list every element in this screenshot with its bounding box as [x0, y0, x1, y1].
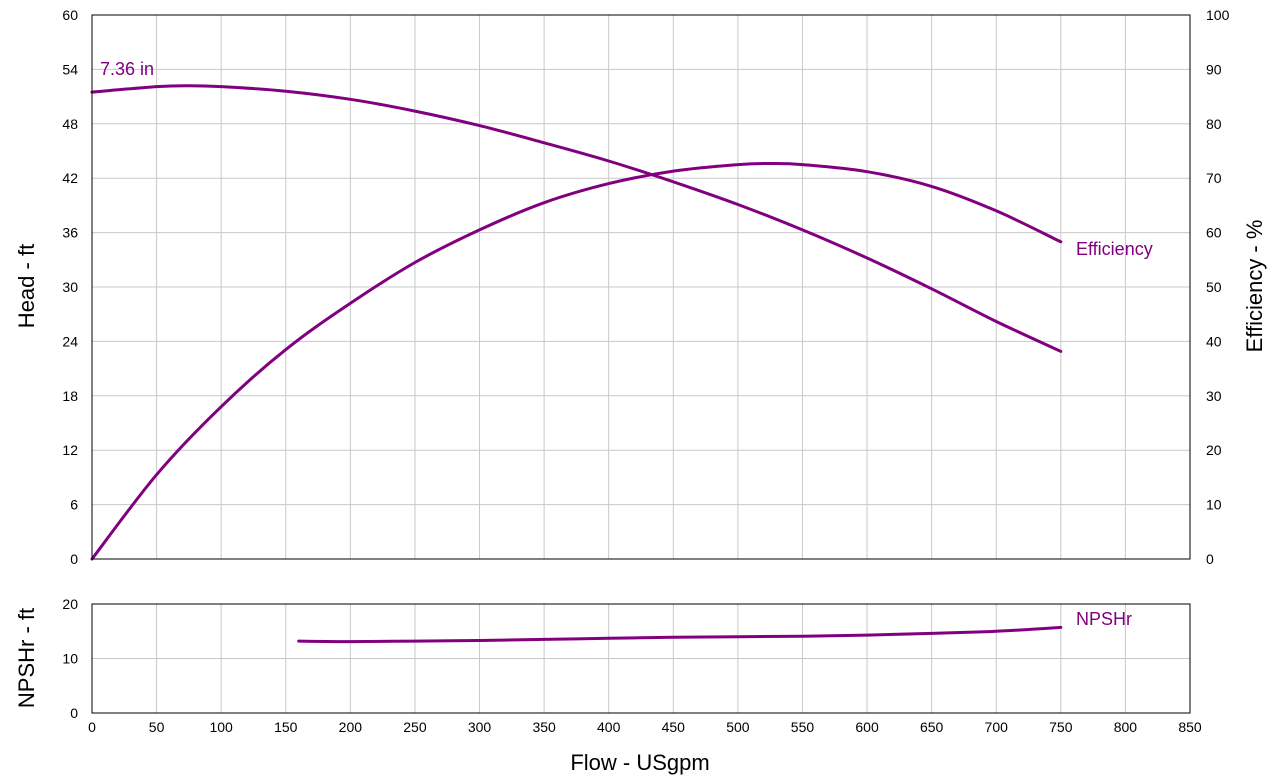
- npshr-curve: [297, 625, 1063, 644]
- npshr-grid: [92, 604, 1190, 713]
- y-tick-label: 48: [62, 116, 78, 132]
- flow-axis-title: Flow - USgpm: [570, 750, 709, 775]
- head-efficiency-grid: [92, 15, 1190, 559]
- y-tick-label: 30: [62, 279, 78, 295]
- y2-tick-label: 20: [1206, 442, 1222, 458]
- y-tick-label: 42: [62, 170, 78, 186]
- y2-tick-label: 50: [1206, 279, 1222, 295]
- npshr-tick-label: 20: [62, 596, 78, 612]
- head-curve-label: 7.36 in: [100, 59, 154, 79]
- curve-labels: 7.36 in Efficiency NPSHr: [100, 59, 1153, 629]
- head-efficiency-plot-frame: [91, 14, 1191, 560]
- y2-tick-label: 0: [1206, 551, 1214, 567]
- x-tick-label: 200: [339, 719, 363, 735]
- x-tick-label: 700: [985, 719, 1009, 735]
- x-tick-label: 650: [920, 719, 944, 735]
- npshr-axis-title: NPSHr - ft: [14, 608, 39, 708]
- x-tick-label: 400: [597, 719, 621, 735]
- x-tick-label: 600: [855, 719, 879, 735]
- y-tick-label: 60: [62, 7, 78, 23]
- head-axis-title: Head - ft: [14, 244, 39, 328]
- y2-tick-label: 10: [1206, 497, 1222, 513]
- curves: [90, 84, 1063, 644]
- y-tick-label: 24: [62, 333, 78, 349]
- npshr-tick-label: 0: [70, 705, 78, 721]
- head-curve: [90, 84, 1063, 353]
- y2-tick-label: 40: [1206, 333, 1222, 349]
- x-tick-label: 0: [88, 719, 96, 735]
- npshr-plot-frame: [91, 603, 1191, 714]
- efficiency-curve: [90, 161, 1063, 561]
- y2-tick-label: 60: [1206, 225, 1222, 241]
- y2-tick-label: 70: [1206, 170, 1222, 186]
- x-tick-label: 850: [1178, 719, 1202, 735]
- npshr-tick-label: 10: [62, 651, 78, 667]
- y-tick-label: 0: [70, 551, 78, 567]
- x-tick-label: 300: [468, 719, 492, 735]
- x-tick-label: 450: [662, 719, 686, 735]
- npshr-curve-label: NPSHr: [1076, 609, 1132, 629]
- y-tick-label: 12: [62, 442, 78, 458]
- x-tick-label: 50: [149, 719, 165, 735]
- y-tick-label: 6: [70, 497, 78, 513]
- x-tick-label: 150: [274, 719, 298, 735]
- x-tick-label: 800: [1114, 719, 1138, 735]
- x-tick-label: 500: [726, 719, 750, 735]
- efficiency-curve-label: Efficiency: [1076, 239, 1153, 259]
- y2-tick-label: 80: [1206, 116, 1222, 132]
- y2-tick-label: 100: [1206, 7, 1230, 23]
- y2-tick-label: 90: [1206, 61, 1222, 77]
- x-tick-label: 100: [209, 719, 233, 735]
- x-tick-label: 550: [791, 719, 815, 735]
- efficiency-axis-title: Efficiency - %: [1242, 220, 1267, 353]
- tick-labels: 0612182430364248546001020304050607080901…: [62, 7, 1229, 735]
- y-tick-label: 36: [62, 225, 78, 241]
- x-tick-label: 350: [532, 719, 556, 735]
- y-tick-label: 54: [62, 61, 78, 77]
- x-tick-label: 250: [403, 719, 427, 735]
- y2-tick-label: 30: [1206, 388, 1222, 404]
- y-tick-label: 18: [62, 388, 78, 404]
- x-tick-label: 750: [1049, 719, 1073, 735]
